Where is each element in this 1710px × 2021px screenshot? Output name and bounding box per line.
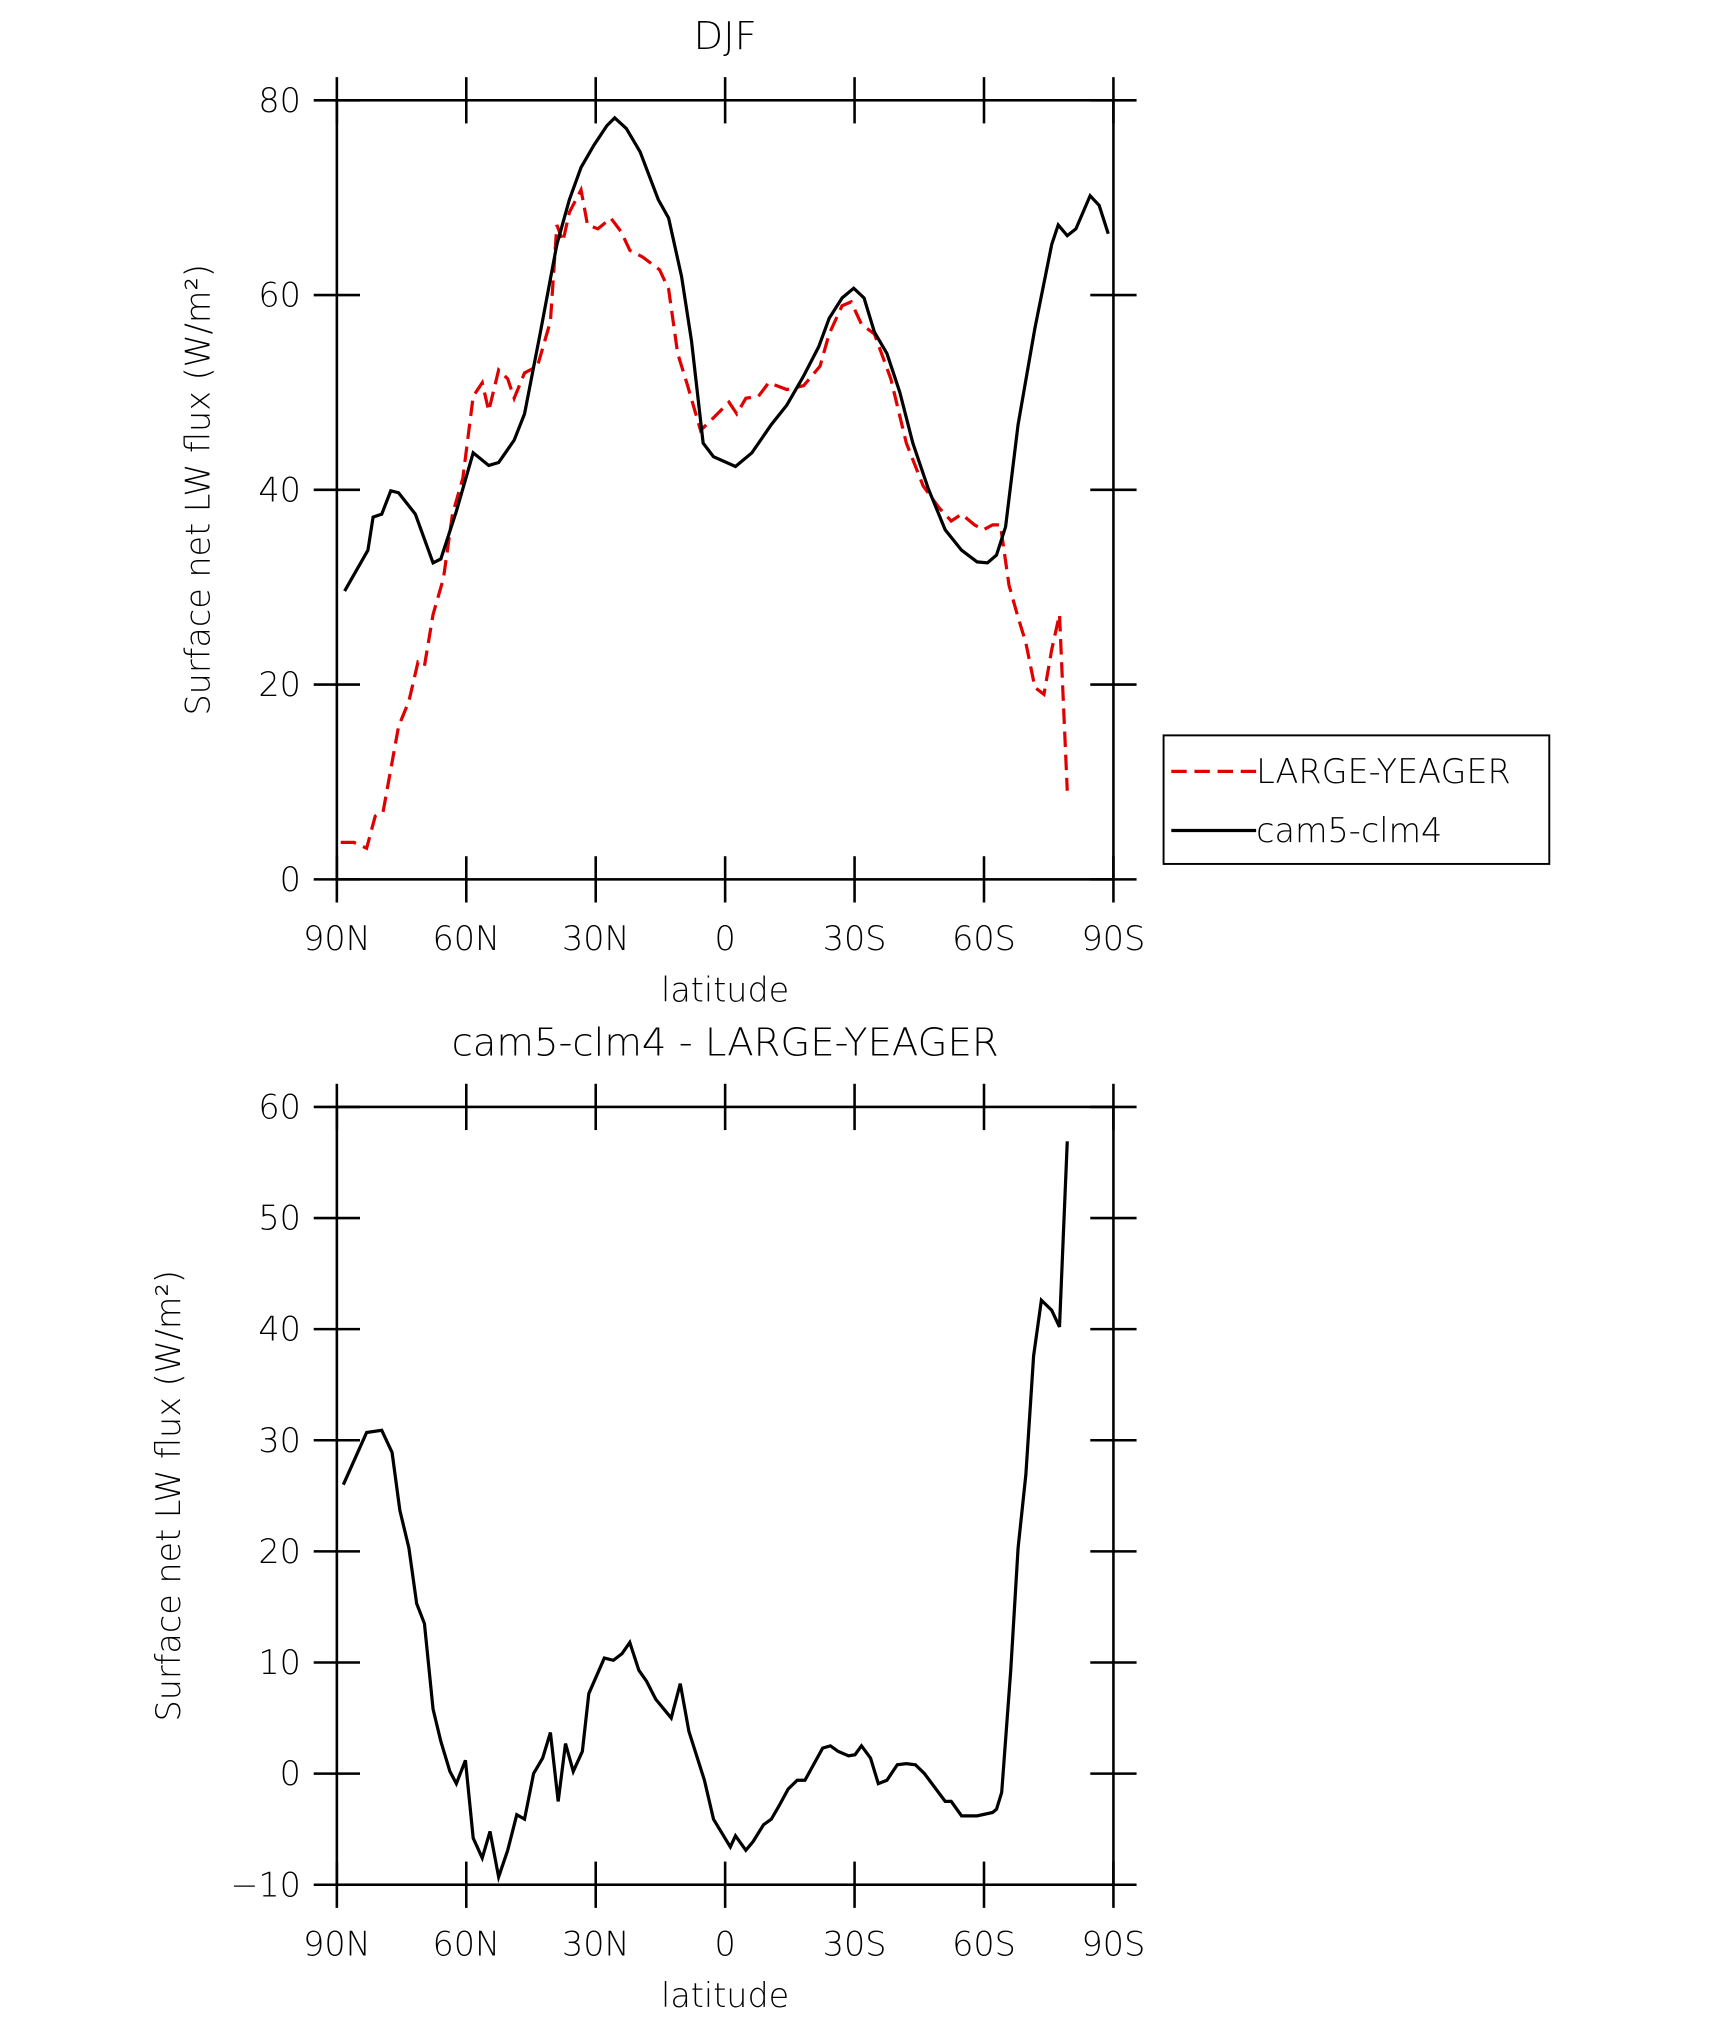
x-tick-label: 90S [1082,919,1146,958]
chart-title: DJF [694,14,757,59]
x-tick-label: 90N [303,919,371,958]
line [343,115,1110,592]
y-tick-label: 20 [258,665,301,704]
chart-title: cam5-clm4 - LARGE-YEAGER [452,1020,999,1065]
x-tick-label: 30S [823,1924,887,1963]
x-tick-label: 0 [715,919,736,958]
x-tick-label: 60S [952,919,1016,958]
x-tick-label: 30S [823,919,887,958]
plot-frame [335,1105,1115,1887]
plot-frame [335,98,1115,881]
x-tick-label: 30N [562,919,630,958]
x-tick-label: 60N [433,919,501,958]
y-tick-label: 60 [258,276,301,315]
y-tick-label: 50 [258,1199,301,1238]
legend-box [1162,734,1551,865]
x-tick-label: 60N [433,1924,501,1963]
y-tick-label: 0 [280,1754,301,1793]
y-tick-label: 10 [258,1643,301,1682]
y-tick-label: 0 [280,860,301,899]
y-tick-label: 40 [258,1310,301,1349]
x-axis-label: latitude [661,971,789,1010]
legend-label: LARGE-YEAGER [1256,752,1511,791]
y-tick-label: 30 [258,1421,301,1460]
y-axis-label: Surface net LW flux (W/m²) [149,1270,188,1721]
x-axis-label: latitude [661,1976,789,2015]
x-tick-label: 60S [952,1924,1016,1963]
line [341,1141,1069,1884]
y-axis-label: Surface net LW flux (W/m²) [179,264,218,715]
y-tick-label: −10 [230,1865,301,1904]
y-tick-label: 20 [258,1532,301,1571]
x-tick-label: 90S [1082,1924,1146,1963]
y-tick-label: 60 [258,1087,301,1126]
x-tick-label: 90N [303,1924,371,1963]
x-tick-label: 0 [715,1924,736,1963]
y-tick-label: 40 [258,470,301,509]
x-tick-label: 30N [562,1924,630,1963]
legend-label: cam5-clm4 [1256,811,1442,850]
y-tick-label: 80 [258,81,301,120]
line [340,184,1069,851]
